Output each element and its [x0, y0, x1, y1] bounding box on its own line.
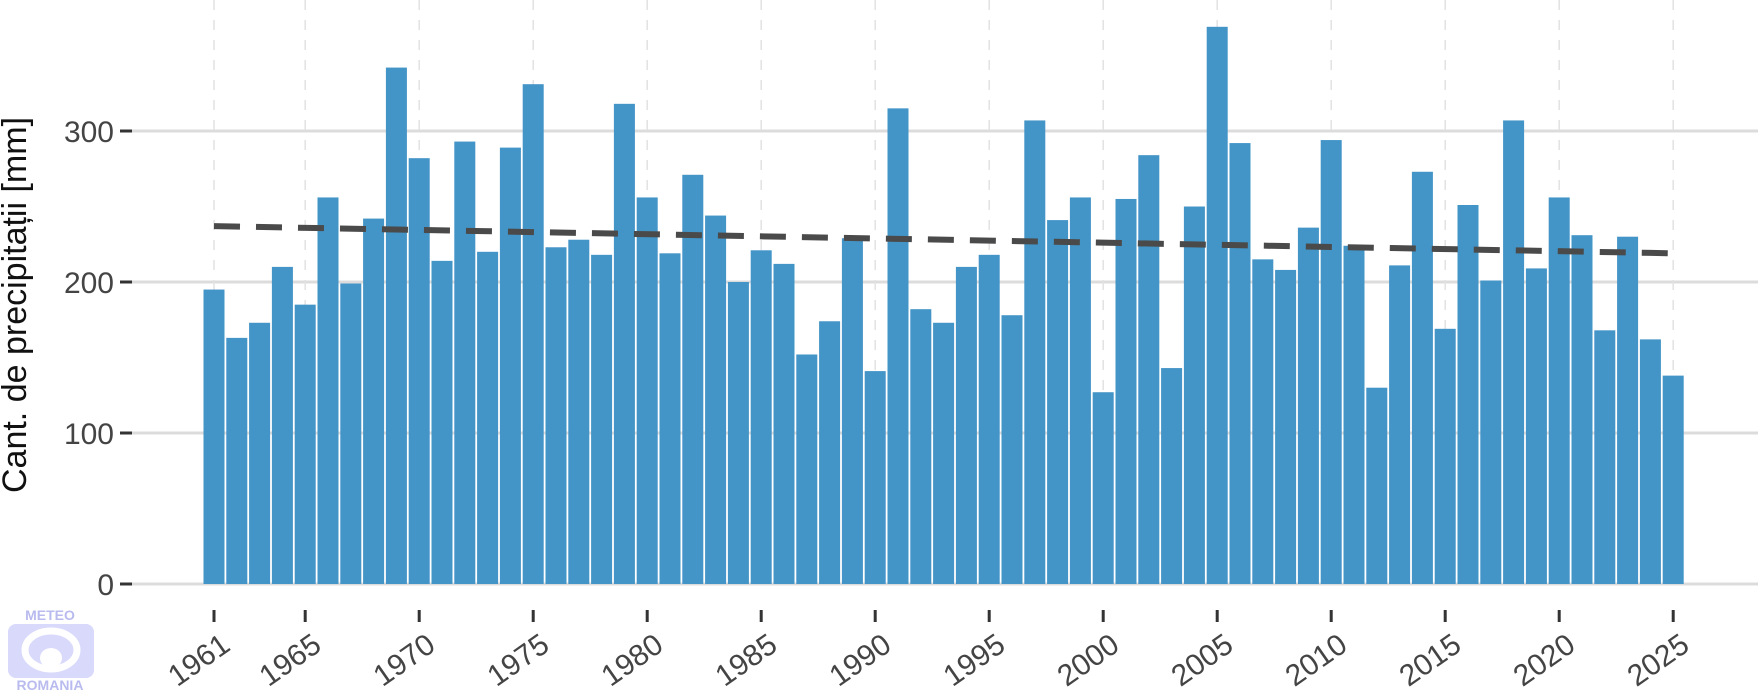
- x-tick-label: 2025: [1622, 628, 1696, 693]
- bar-1997: [1024, 120, 1046, 585]
- y-axis-label: Cant. de precipitații [mm]: [0, 117, 34, 493]
- x-tick-label: 1961: [162, 628, 236, 693]
- bar-2023: [1617, 236, 1639, 584]
- bar-2003: [1161, 368, 1183, 584]
- bar-2016: [1457, 204, 1479, 585]
- bar-2019: [1525, 268, 1547, 584]
- bar-1987: [796, 354, 818, 584]
- meteo-romania-logo: METEO ROMANIA: [8, 607, 94, 692]
- bar-1969: [385, 67, 407, 584]
- bar-1993: [933, 322, 955, 584]
- bar-2007: [1252, 259, 1274, 584]
- x-tick-label: 1965: [254, 628, 328, 693]
- x-tick-label: 2010: [1280, 628, 1354, 693]
- bar-1965: [294, 304, 316, 584]
- bar-1988: [819, 321, 841, 584]
- logo-globe-icon: [40, 648, 62, 668]
- bar-1998: [1047, 220, 1069, 584]
- x-tick-label: 1975: [482, 628, 556, 693]
- x-tick-label: 1995: [938, 628, 1012, 693]
- x-tick-label: 2020: [1508, 628, 1582, 693]
- bar-1978: [591, 254, 613, 584]
- bar-2000: [1092, 392, 1114, 584]
- bar-1962: [226, 337, 248, 584]
- bar-1996: [1001, 315, 1023, 584]
- bar-1994: [955, 266, 977, 584]
- bar-1971: [431, 260, 453, 584]
- bars-group: [203, 26, 1684, 585]
- bar-2004: [1183, 206, 1205, 584]
- bar-2025: [1662, 375, 1684, 584]
- bar-1977: [568, 239, 590, 584]
- bar-2006: [1229, 143, 1251, 584]
- bar-1961: [203, 289, 225, 584]
- x-tick-label: 2015: [1394, 628, 1468, 693]
- bar-1992: [910, 309, 932, 584]
- bar-1979: [613, 103, 635, 584]
- bar-1964: [271, 266, 293, 584]
- bar-1967: [340, 283, 362, 584]
- bar-1991: [887, 108, 909, 584]
- bar-2024: [1639, 339, 1661, 584]
- bar-2012: [1366, 387, 1388, 584]
- bar-2013: [1389, 265, 1411, 584]
- bar-2011: [1343, 245, 1365, 584]
- bar-1966: [317, 197, 339, 584]
- bar-2018: [1503, 120, 1525, 585]
- bar-1995: [978, 254, 1000, 584]
- bar-1980: [636, 197, 658, 584]
- bar-1970: [408, 158, 430, 584]
- logo-text-romania: ROMANIA: [17, 677, 84, 692]
- x-axis-ticks: 1961 1965 1970 1975 1980 1985 1990 1995 2000 2005…: [162, 610, 1695, 693]
- bar-1972: [454, 141, 476, 584]
- y-tick-label: 200: [64, 267, 114, 300]
- x-tick-label: 2005: [1166, 628, 1240, 693]
- bar-1975: [522, 84, 544, 584]
- bar-2005: [1206, 26, 1228, 585]
- bar-1982: [682, 174, 704, 585]
- x-tick-label: 1980: [596, 628, 670, 693]
- y-tick-label: 100: [64, 418, 114, 451]
- trend-line: [213, 223, 1674, 257]
- bar-2010: [1320, 140, 1342, 584]
- x-tick-label: 1970: [368, 628, 442, 693]
- bar-1990: [864, 371, 886, 584]
- bar-1984: [727, 282, 749, 584]
- x-tick-label: 1990: [824, 628, 898, 693]
- x-tick-label: 1985: [710, 628, 784, 693]
- bar-2021: [1571, 235, 1593, 584]
- bar-1973: [477, 251, 499, 585]
- bar-2015: [1434, 328, 1456, 584]
- bar-1989: [841, 238, 863, 584]
- bar-2014: [1411, 171, 1433, 584]
- bar-1974: [499, 147, 521, 585]
- y-axis-ticks: 0 100 200 300: [64, 116, 132, 602]
- logo-ring: [21, 627, 81, 673]
- bar-1981: [659, 253, 681, 584]
- bar-2009: [1297, 227, 1319, 584]
- bar-1968: [363, 218, 385, 584]
- bar-2001: [1115, 198, 1137, 584]
- bar-2020: [1548, 197, 1570, 584]
- bar-2008: [1275, 269, 1297, 584]
- bar-1963: [249, 322, 271, 584]
- bar-2017: [1480, 280, 1502, 584]
- bar-1985: [750, 250, 772, 585]
- logo-text-meteo: METEO: [25, 607, 75, 623]
- bar-1983: [705, 215, 727, 584]
- bar-1976: [545, 247, 567, 584]
- bar-1986: [773, 263, 795, 584]
- bar-2022: [1594, 330, 1616, 584]
- x-tick-label: 2000: [1052, 628, 1126, 693]
- y-tick-label: 0: [97, 569, 114, 602]
- y-tick-label: 300: [64, 116, 114, 149]
- bar-1999: [1069, 197, 1091, 584]
- bar-2002: [1138, 155, 1160, 584]
